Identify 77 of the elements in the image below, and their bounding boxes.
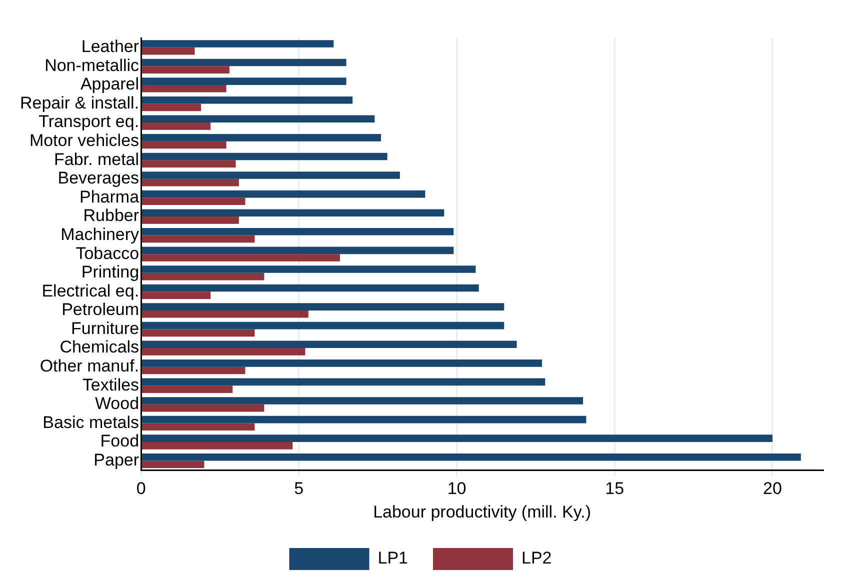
- bar: [142, 134, 381, 142]
- y-tick-label: Food: [100, 432, 140, 451]
- y-tick-label: Pharma: [80, 187, 140, 206]
- bar: [142, 348, 306, 356]
- legend-label: LP2: [522, 548, 552, 568]
- y-tick-label: Rubber: [83, 206, 140, 226]
- bar: [142, 47, 195, 55]
- y-tick-label: Repair & install.: [20, 93, 140, 112]
- bar: [142, 172, 400, 179]
- bar: [142, 235, 255, 243]
- bar: [142, 386, 233, 393]
- bar: [142, 178, 239, 186]
- bar: [142, 246, 454, 254]
- bar: [142, 272, 264, 280]
- bar: [142, 104, 202, 112]
- bar: [142, 303, 504, 310]
- bar: [142, 209, 444, 217]
- bar: [142, 442, 293, 450]
- x-tick-label: 10: [447, 479, 466, 498]
- y-tick-label: Paper: [94, 450, 140, 470]
- bar: [142, 115, 375, 123]
- x-tick-label: 20: [763, 479, 782, 498]
- bar: [142, 329, 255, 337]
- bar: [142, 453, 801, 461]
- bar: [142, 423, 255, 431]
- bar: [142, 284, 479, 292]
- y-tick-label: Basic metals: [42, 412, 140, 432]
- bar: [142, 404, 264, 412]
- y-tick-label: Printing: [81, 262, 140, 282]
- bar: [142, 141, 226, 149]
- bar: [142, 416, 586, 424]
- bar: [142, 322, 504, 330]
- bar: [142, 378, 546, 386]
- bar: [142, 292, 211, 300]
- bar: [142, 397, 584, 404]
- x-tick-label: 15: [605, 479, 624, 498]
- x-tick-label: 0: [136, 479, 146, 498]
- x-tick-label: 5: [294, 479, 304, 498]
- bar: [142, 190, 426, 198]
- bar: [142, 460, 204, 468]
- bar: [142, 122, 211, 130]
- bar: [142, 366, 246, 374]
- bar: [142, 254, 340, 262]
- y-tick-label: Fabr. metal: [54, 150, 140, 169]
- y-tick-label: Transport eq.: [38, 112, 140, 132]
- y-tick-label: Textiles: [82, 375, 140, 394]
- bar: [142, 216, 239, 224]
- y-tick-label: Other manuf.: [40, 356, 140, 376]
- y-tick-label: Tobacco: [76, 244, 140, 263]
- bar: [142, 228, 454, 236]
- bar: [142, 84, 226, 92]
- x-axis-title: Labour productivity (mill. Ky.): [373, 502, 591, 522]
- bar: [142, 434, 772, 442]
- legend-label: LP1: [378, 548, 408, 568]
- bar: [142, 96, 353, 104]
- y-tick-label: Chemicals: [60, 338, 140, 357]
- bar: [142, 266, 476, 273]
- y-tick-label: Machinery: [60, 224, 140, 244]
- y-tick-label: Apparel: [80, 74, 140, 94]
- bar: [142, 66, 230, 74]
- y-tick-label: Motor vehicles: [29, 131, 140, 150]
- y-tick-label: Petroleum: [62, 300, 140, 320]
- bar: [142, 152, 388, 160]
- y-tick-label: Furniture: [71, 318, 140, 338]
- y-tick-label: Non-metallic: [44, 56, 140, 75]
- bar: [142, 160, 236, 168]
- bar: [142, 310, 308, 318]
- y-tick-label: Wood: [94, 394, 140, 414]
- bar: [142, 198, 246, 206]
- bar: [142, 78, 346, 85]
- bar: [142, 58, 346, 66]
- bar: [142, 340, 517, 348]
- y-tick-label: Beverages: [58, 168, 140, 188]
- y-tick-label: Leather: [81, 37, 140, 56]
- bar: [142, 40, 334, 48]
- bar: [142, 360, 542, 367]
- y-tick-label: Electrical eq.: [42, 281, 140, 300]
